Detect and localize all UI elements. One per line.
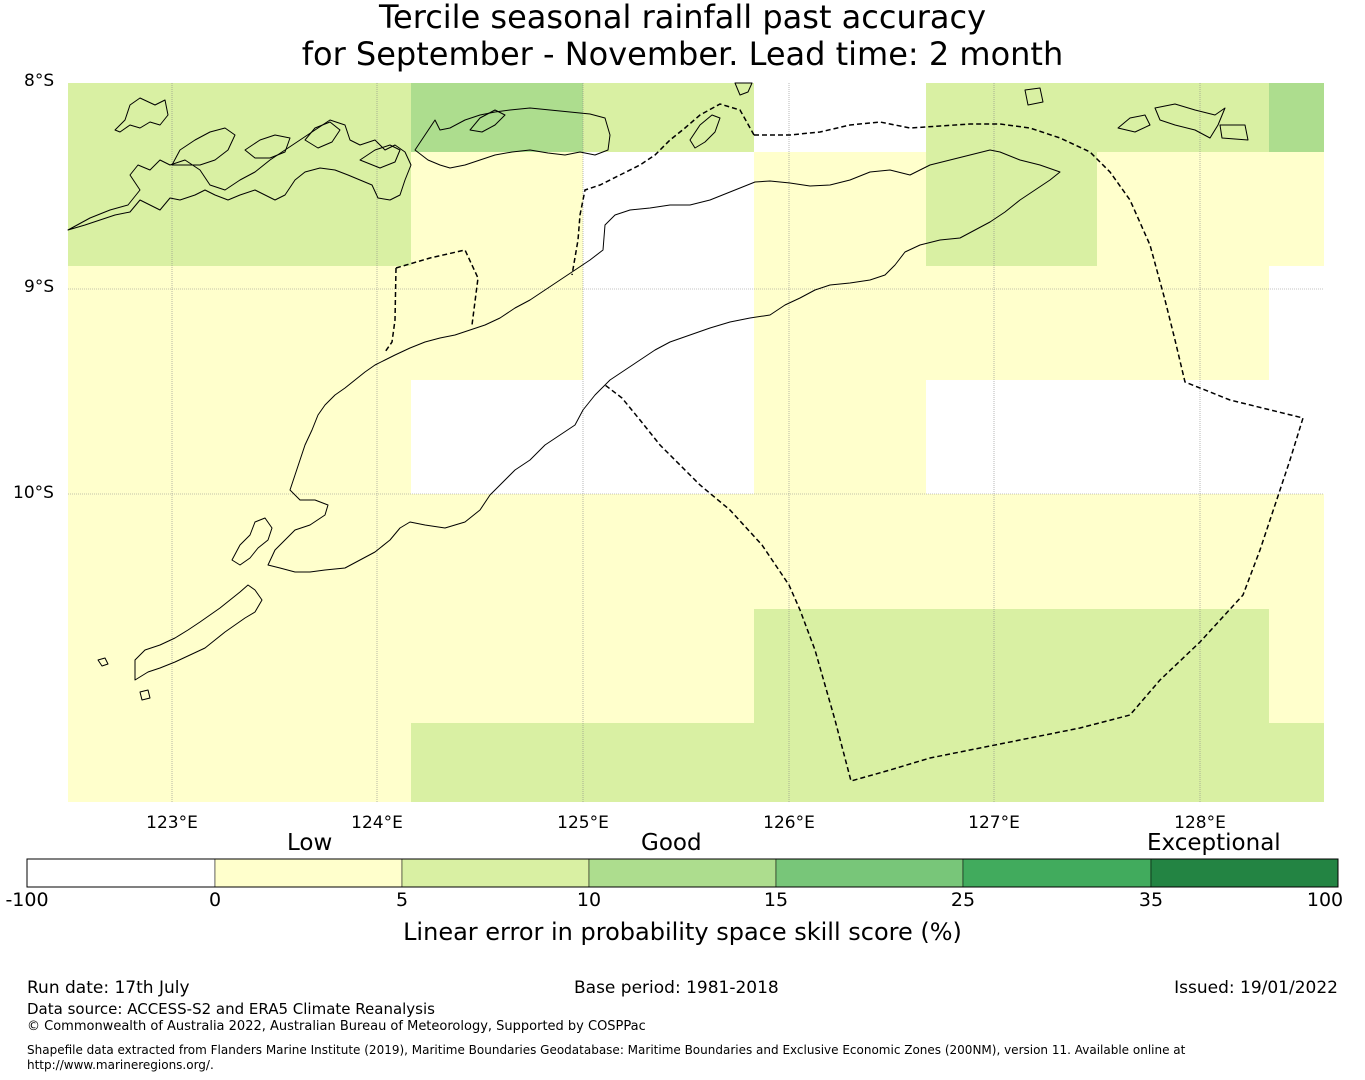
grid-cell <box>68 609 754 723</box>
coastline-island <box>1219 124 1249 141</box>
grid-cell <box>411 380 754 494</box>
colorbar-tick: 10 <box>576 889 602 911</box>
coastline-island <box>304 121 341 149</box>
base-period: Base period: 1981-2018 <box>574 978 779 998</box>
coastline-alor <box>414 107 611 169</box>
skill-map <box>67 82 1324 802</box>
colorbar-segment <box>775 858 964 888</box>
lon-label: 125°E <box>557 813 609 833</box>
copyright: © Commonwealth of Australia 2022, Austra… <box>27 1019 646 1034</box>
shapefile-credit: Shapefile data extracted from Flanders M… <box>27 1043 1186 1072</box>
colorbar-tick: -100 <box>5 889 49 911</box>
grid-cell <box>68 380 411 494</box>
colorbar-segment <box>401 858 590 888</box>
colorbar-segment <box>1150 858 1339 888</box>
coastline-semau <box>231 517 273 566</box>
grid-cell <box>1269 266 1324 380</box>
coastline-flores <box>67 119 412 231</box>
coastline-island <box>97 657 109 667</box>
coastline-island <box>469 109 506 133</box>
data-source: Data source: ACCESS-S2 and ERA5 Climate … <box>27 1000 435 1018</box>
grid-cell <box>926 380 1324 494</box>
colorbar-label: Linear error in probability space skill … <box>403 918 962 946</box>
grid-cell <box>68 152 411 266</box>
colorbar-tick: 15 <box>763 889 789 911</box>
grid-cell <box>1269 609 1324 723</box>
lat-label: 9°S <box>24 277 55 297</box>
coastline-island <box>734 82 753 96</box>
eez-boundaries <box>384 103 1304 782</box>
eez-boundary-timor-leste <box>384 103 1304 782</box>
colorbar-category-good: Good <box>641 830 702 856</box>
colorbar <box>26 858 1339 888</box>
grid-cell <box>754 266 1269 380</box>
coastline-island <box>114 97 169 133</box>
coastline-island <box>244 134 291 159</box>
coastline-island <box>1024 87 1044 106</box>
grid-cell <box>68 723 411 802</box>
lon-label: 126°E <box>763 813 815 833</box>
lon-label: 128°E <box>1174 813 1226 833</box>
colorbar-category-exceptional: Exceptional <box>1147 830 1281 856</box>
coastlines <box>67 82 1249 701</box>
skill-grid-cells <box>68 83 1324 802</box>
grid-cell <box>411 152 583 266</box>
coastline-rote <box>134 584 263 681</box>
lat-label: 10°S <box>13 483 54 503</box>
grid-cell <box>754 83 926 152</box>
graticule <box>68 83 1324 802</box>
run-date: Run date: 17th July <box>27 978 190 998</box>
lon-label: 124°E <box>351 813 403 833</box>
colorbar-tick: 100 <box>1306 889 1344 911</box>
issued-date: Issued: 19/01/2022 <box>1174 978 1338 998</box>
grid-cell <box>926 152 1097 266</box>
colorbar-tick: 5 <box>395 889 409 911</box>
coastline-island <box>1154 103 1226 139</box>
grid-cell <box>411 723 1324 802</box>
grid-cell <box>754 609 1269 723</box>
grid-cell <box>1269 83 1324 152</box>
lon-label: 123°E <box>146 813 198 833</box>
grid-cell <box>68 494 1324 609</box>
colorbar-segment <box>214 858 403 888</box>
grid-cell <box>754 380 926 494</box>
colorbar-tick: 0 <box>208 889 222 911</box>
coastline-atauro <box>689 114 721 149</box>
coastline-island <box>171 127 236 166</box>
colorbar-segment <box>962 858 1152 888</box>
coastline-island <box>1117 114 1151 133</box>
colorbar-tick: 25 <box>950 889 976 911</box>
chart-title-line1: Tercile seasonal rainfall past accuracy <box>378 0 987 36</box>
lat-label: 8°S <box>24 71 55 91</box>
grid-cell <box>926 83 1269 152</box>
grid-cell <box>68 266 583 380</box>
chart-title-line2: for September - November. Lead time: 2 m… <box>301 35 1064 73</box>
colorbar-segment <box>588 858 777 888</box>
coastline-timor <box>267 149 1061 573</box>
colorbar-category-low: Low <box>287 830 333 856</box>
grid-cell <box>583 152 754 266</box>
grid-cell <box>68 83 411 152</box>
colorbar-segment <box>26 858 216 888</box>
grid-cell <box>411 83 583 152</box>
grid-cell <box>754 152 926 266</box>
grid-cell <box>1097 152 1324 266</box>
coastline-island <box>359 144 401 169</box>
colorbar-tick: 35 <box>1138 889 1164 911</box>
lon-label: 127°E <box>968 813 1020 833</box>
coastline-island <box>139 689 151 701</box>
